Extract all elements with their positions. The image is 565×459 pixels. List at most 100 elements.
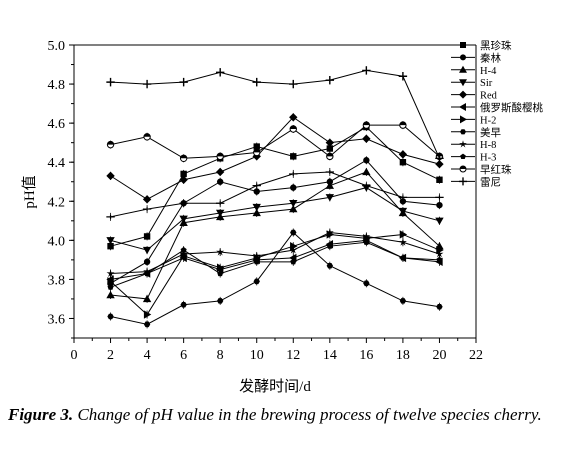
data-point xyxy=(435,195,444,200)
data-point xyxy=(290,258,297,265)
data-point-fill xyxy=(290,125,297,129)
data-point xyxy=(398,72,408,81)
data-point-fill xyxy=(216,153,224,157)
data-point xyxy=(106,214,115,219)
data-point xyxy=(106,290,115,299)
data-point xyxy=(398,150,408,159)
series-7 xyxy=(107,230,444,319)
legend-item: H-8 xyxy=(451,140,496,151)
data-point xyxy=(143,321,151,328)
data-point xyxy=(142,195,152,204)
data-point xyxy=(399,159,407,166)
x-tick-label: 8 xyxy=(217,348,224,363)
data-point xyxy=(143,258,151,266)
legend-label: 雷尼 xyxy=(480,176,501,188)
data-point xyxy=(290,184,297,191)
legend-marker xyxy=(460,54,466,61)
legend-item: 早红珠 xyxy=(451,163,512,176)
series-line xyxy=(110,159,440,284)
legend-marker xyxy=(459,165,467,173)
data-point xyxy=(253,148,261,157)
data-point xyxy=(290,153,297,160)
data-point xyxy=(142,207,152,212)
data-point xyxy=(216,247,225,256)
legend-item: 美早 xyxy=(451,126,501,139)
data-point xyxy=(106,171,115,181)
data-point xyxy=(325,194,335,202)
data-point xyxy=(143,233,151,240)
legend-item: Red xyxy=(451,90,498,102)
series-8 xyxy=(107,228,443,329)
data-point xyxy=(215,167,225,177)
legend-label: H-8 xyxy=(480,140,496,151)
x-tick-label: 20 xyxy=(432,348,446,363)
data-point xyxy=(290,229,297,236)
data-point xyxy=(289,125,297,133)
data-point-fill xyxy=(253,149,260,153)
data-point xyxy=(325,75,335,85)
data-point xyxy=(399,298,407,304)
data-point xyxy=(253,258,260,265)
data-point xyxy=(253,188,260,195)
legend-label: 秦林 xyxy=(480,51,501,64)
data-point xyxy=(363,239,370,245)
data-point xyxy=(252,208,261,217)
data-point xyxy=(398,195,408,200)
legend-marker xyxy=(459,65,467,73)
legend-label: Sir xyxy=(480,78,493,89)
y-tick-label: 3.6 xyxy=(48,312,66,327)
y-tick-label: 4.0 xyxy=(48,234,66,249)
y-axis-label: pH值 xyxy=(21,175,38,208)
data-point xyxy=(252,203,261,212)
x-tick-label: 10 xyxy=(250,348,264,363)
series-line xyxy=(110,233,440,316)
legend-label: H-2 xyxy=(480,115,496,126)
data-point-fill xyxy=(326,153,334,157)
legend-label: H-3 xyxy=(480,153,496,164)
data-point xyxy=(326,152,334,161)
data-point xyxy=(142,246,152,255)
series-12 xyxy=(106,66,444,163)
data-point xyxy=(435,217,444,225)
data-point xyxy=(289,204,298,213)
legend-label: 早红珠 xyxy=(480,163,512,176)
series-2 xyxy=(107,156,443,288)
series-6 xyxy=(106,236,443,284)
data-point xyxy=(216,152,224,161)
legend-item: 雷尼 xyxy=(451,176,501,188)
legend-label: 美早 xyxy=(480,126,501,139)
data-point xyxy=(436,201,443,209)
data-point xyxy=(399,254,406,261)
data-point xyxy=(363,157,370,164)
series-line xyxy=(110,239,440,280)
data-point xyxy=(399,121,407,129)
data-point xyxy=(215,209,225,218)
x-tick-label: 22 xyxy=(469,348,483,363)
data-point xyxy=(362,66,371,75)
data-point xyxy=(435,154,444,163)
data-point xyxy=(180,246,187,253)
data-point xyxy=(326,262,334,269)
x-tick-label: 16 xyxy=(359,348,373,363)
series-line xyxy=(110,231,440,325)
legend-marker xyxy=(460,115,467,124)
data-point xyxy=(252,251,261,260)
legend-marker xyxy=(459,140,467,148)
data-point xyxy=(106,269,115,277)
legend-marker-fill xyxy=(460,166,466,169)
y-tick-label: 3.8 xyxy=(48,273,66,288)
data-point xyxy=(143,133,151,141)
legend-item: H-3 xyxy=(451,153,496,164)
data-point xyxy=(289,245,298,254)
data-point xyxy=(362,167,371,176)
y-tick-label: 5.0 xyxy=(48,39,66,54)
data-point xyxy=(289,113,298,122)
data-point xyxy=(217,270,224,277)
data-point xyxy=(289,79,298,89)
data-point xyxy=(436,256,443,263)
data-point xyxy=(325,228,334,236)
data-point xyxy=(179,215,188,224)
data-point-fill xyxy=(143,133,151,137)
data-point xyxy=(107,313,114,320)
